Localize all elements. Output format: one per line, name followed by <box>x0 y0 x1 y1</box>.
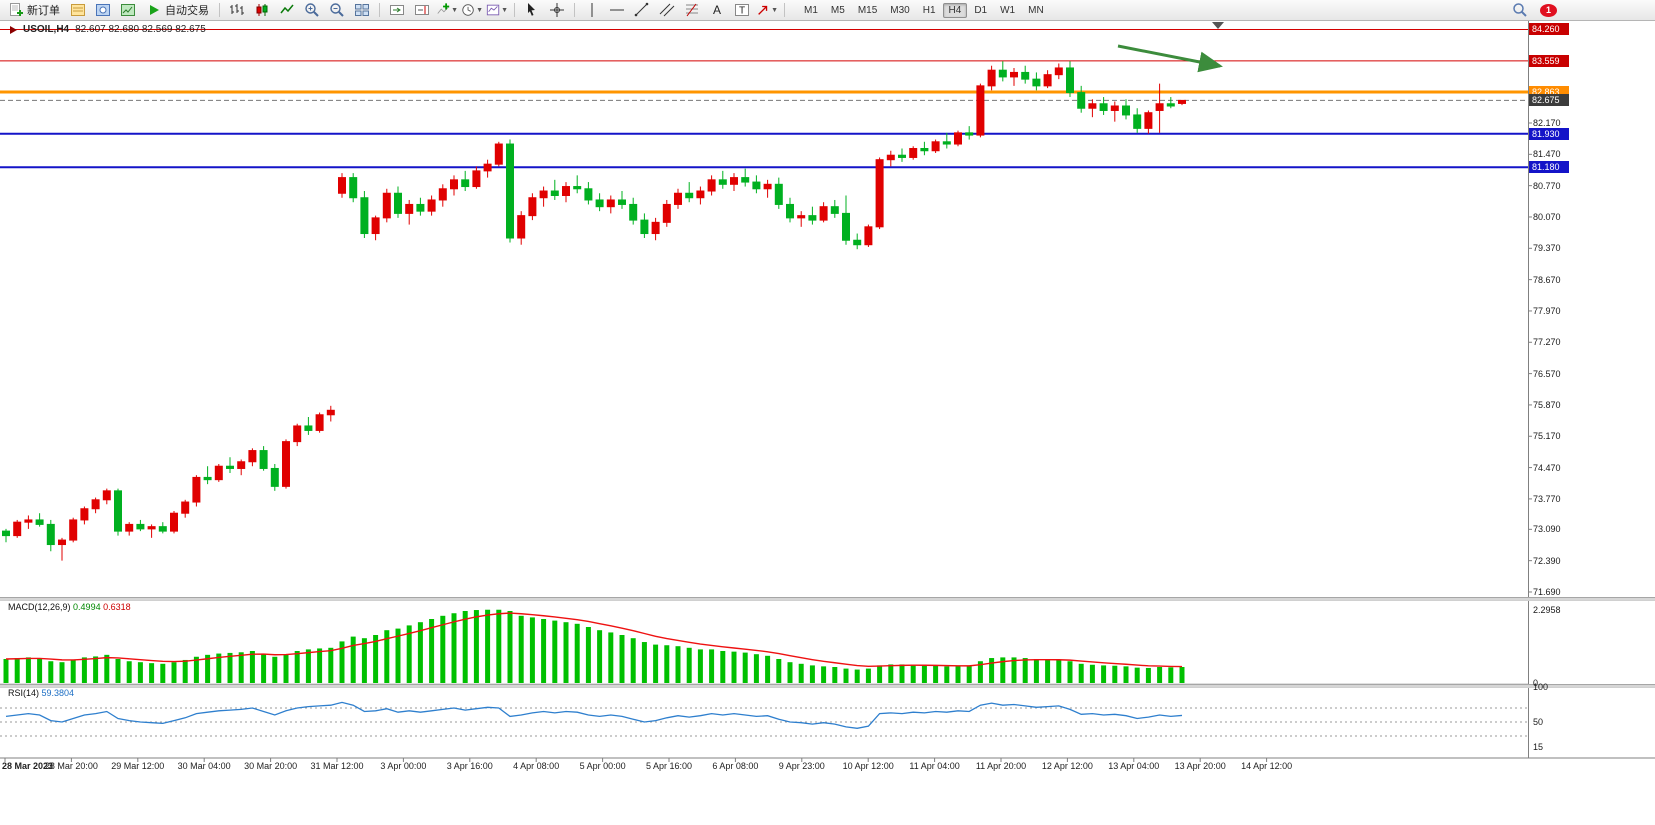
svg-text:A: A <box>713 3 721 17</box>
svg-text:T: T <box>739 6 745 17</box>
autotrading-label: 自动交易 <box>165 5 209 17</box>
trendline-icon[interactable] <box>630 0 654 20</box>
chevron-down-icon: ▼ <box>501 6 508 14</box>
horizontal-line-icon[interactable] <box>605 0 629 20</box>
pane-divider-macd[interactable] <box>0 597 1655 601</box>
autotrading-icon <box>150 5 159 15</box>
timeframe-button-mn[interactable]: MN <box>1028 4 1044 16</box>
toolbar-separator <box>379 3 380 17</box>
arrows-icon[interactable]: ▼ <box>755 0 779 20</box>
chevron-down-icon: ▼ <box>476 6 483 14</box>
crosshair-icon[interactable] <box>545 0 569 20</box>
text-label-icon[interactable]: T <box>730 0 754 20</box>
toolbar-separator <box>574 3 575 17</box>
toolbar-separator <box>784 3 785 17</box>
equidistant-channel-icon[interactable] <box>655 0 679 20</box>
search-icon[interactable] <box>1508 0 1532 20</box>
terminal-icon[interactable] <box>116 0 140 20</box>
rsi-name: RSI(14) <box>8 688 40 698</box>
chart-canvas[interactable] <box>0 20 1655 825</box>
toolbar-separator <box>219 3 220 17</box>
line-chart-icon[interactable] <box>275 0 299 20</box>
periods-icon[interactable]: ▼ <box>460 0 484 20</box>
market-watch-icon[interactable] <box>66 0 90 20</box>
chart-ohlc-values: 82.607 82.680 82.569 82.675 <box>75 24 206 35</box>
chart-symbol-period: USOIL,H4 <box>23 24 70 35</box>
timeframe-button-m5[interactable]: M5 <box>830 4 845 16</box>
timeframe-button-m30[interactable]: M30 <box>890 4 910 16</box>
macd-label: MACD(12,26,9) 0.4994 0.6318 <box>8 602 131 612</box>
timeframe-button-h4[interactable]: H4 <box>942 2 968 18</box>
text-icon[interactable]: A <box>705 0 729 20</box>
timeframe-button-d1[interactable]: D1 <box>974 4 988 16</box>
fibonacci-icon[interactable] <box>680 0 704 20</box>
timeframe-button-m1[interactable]: M1 <box>804 4 818 16</box>
timeframe-button-m15[interactable]: M15 <box>857 4 878 16</box>
rsi-value: 59.3804 <box>41 688 75 698</box>
rsi-label: RSI(14) 59.3804 <box>8 688 74 698</box>
chart-flag-icon <box>10 25 17 34</box>
chevron-down-icon: ▼ <box>451 6 458 14</box>
tile-windows-icon[interactable] <box>350 0 374 20</box>
templates-icon[interactable]: ▼ <box>485 0 509 20</box>
toolbar: 新订单 自动交易 ▼ ▼ ▼ A T ▼ <box>0 0 1655 21</box>
new-order-button[interactable]: 新订单 <box>3 1 65 19</box>
autotrading-button[interactable]: 自动交易 <box>141 1 214 19</box>
vertical-line-icon[interactable] <box>580 0 604 20</box>
chart-title: USOIL,H4 82.607 82.680 82.569 82.675 <box>10 24 206 35</box>
candlestick-chart-icon[interactable] <box>250 0 274 20</box>
auto-scroll-icon[interactable] <box>385 0 409 20</box>
macd-signal-value: 0.6318 <box>103 602 131 612</box>
navigator-icon[interactable] <box>91 0 115 20</box>
bar-chart-icon[interactable] <box>225 0 249 20</box>
chevron-down-icon: ▼ <box>771 6 778 14</box>
new-order-label: 新订单 <box>27 5 60 17</box>
indicators-icon[interactable]: ▼ <box>435 0 459 20</box>
timeframe-toolbar: M1 M5 M15 M30 H1 H4 D1 W1 MN <box>798 2 1050 18</box>
timeframe-button-w1[interactable]: W1 <box>1000 4 1016 16</box>
toolbar-separator <box>514 3 515 17</box>
new-order-icon <box>10 3 23 16</box>
pane-divider-rsi[interactable] <box>0 684 1655 688</box>
timeframe-button-h1[interactable]: H1 <box>922 4 936 16</box>
chart-shift-icon[interactable] <box>410 0 434 20</box>
macd-main-value: 0.4994 <box>73 602 101 612</box>
notification-badge[interactable]: 1 <box>1540 3 1557 17</box>
macd-name: MACD(12,26,9) <box>8 602 71 612</box>
zoom-in-icon[interactable] <box>300 0 324 20</box>
zoom-out-icon[interactable] <box>325 0 349 20</box>
cursor-icon[interactable] <box>520 0 544 20</box>
toolbar-right-group: 1 <box>1508 0 1557 20</box>
